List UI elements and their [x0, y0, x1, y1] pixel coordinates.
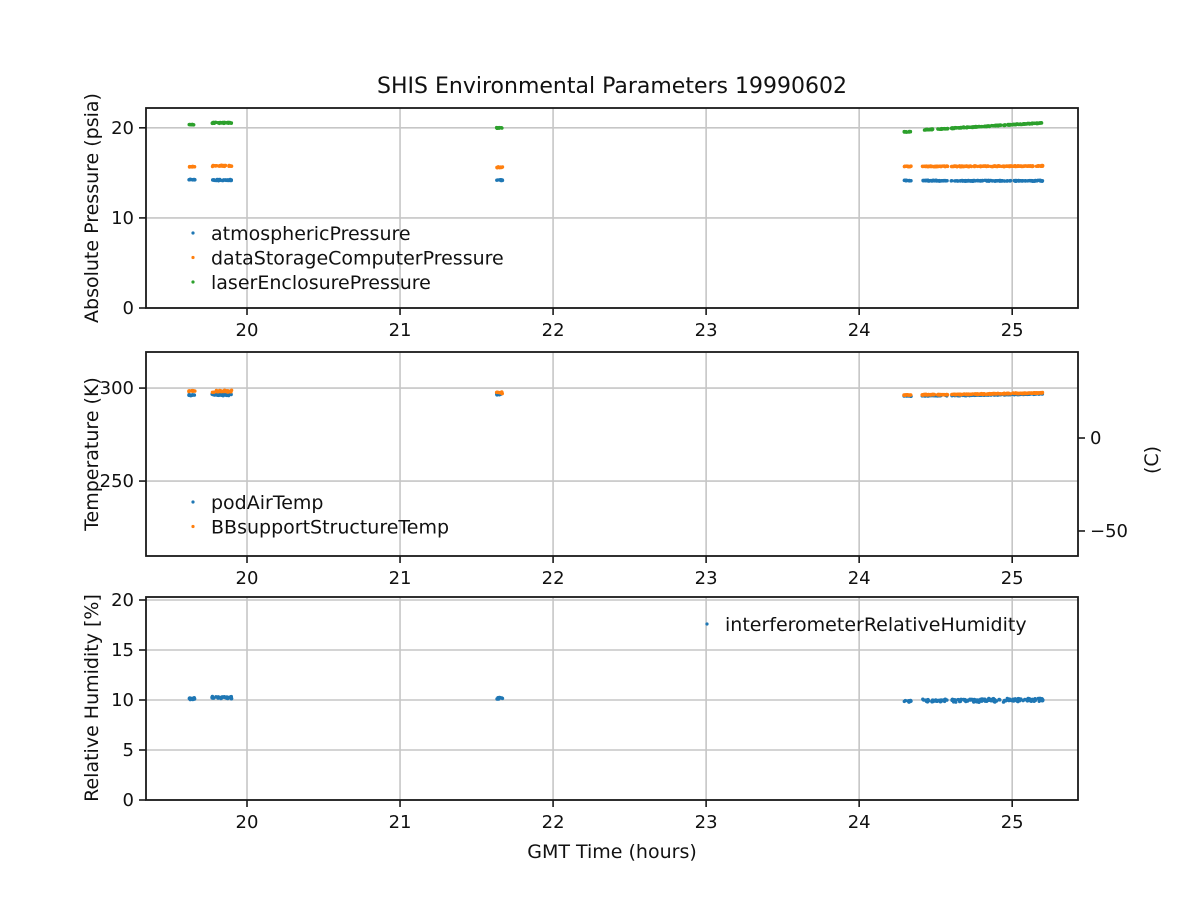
- x-tick-label: 23: [695, 320, 718, 341]
- series-BBsupportStructureTemp: [187, 388, 1045, 397]
- legend-label-podAirTemp: podAirTemp: [211, 492, 323, 514]
- y-tick-label: 20: [111, 118, 134, 139]
- gridlines: [146, 352, 1078, 556]
- legend: podAirTemp BBsupportStructureTemp: [191, 492, 449, 539]
- tick-labels: 20 21 22 23 24 25 0 5 10 15 20: [111, 590, 1024, 833]
- x-tick-label: 25: [1001, 320, 1024, 341]
- axes-spines: [145, 107, 1079, 309]
- x-axis-label: GMT Time (hours): [527, 841, 697, 863]
- series-interferometerRelativeHumidity: [187, 694, 1045, 704]
- legend-label-atmosphericPressure: atmosphericPressure: [211, 223, 411, 245]
- series-podAirTemp: [187, 391, 1045, 398]
- tick-labels: 20 21 22 23 24 25 250 300 0 −50: [100, 378, 1128, 589]
- axes-spines: [145, 596, 1079, 801]
- y-axis-label-humidity: Relative Humidity [%]: [81, 594, 103, 802]
- ticks: [139, 599, 1013, 807]
- legend-marker-icon: [191, 255, 195, 260]
- legend-marker-icon: [191, 500, 195, 504]
- legend-label-interferometerRelativeHumidity: interferometerRelativeHumidity: [725, 614, 1027, 636]
- x-tick-label: 22: [542, 812, 565, 833]
- x-tick-label: 25: [1001, 568, 1024, 589]
- y-tick-label: 20: [111, 590, 134, 611]
- x-tick-label: 20: [236, 568, 259, 589]
- x-tick-label: 22: [542, 320, 565, 341]
- right-tick-label: −50: [1090, 521, 1128, 542]
- y-axis-label-temperature: Temperature (K): [81, 377, 103, 531]
- legend: interferometerRelativeHumidity: [705, 614, 1027, 636]
- x-tick-label: 21: [389, 320, 412, 341]
- subplot-1: 20 21 22 23 24 25 250 300 0 −50 podAirTemp BBsuppor…: [100, 351, 1128, 589]
- x-tick-label: 25: [1001, 812, 1024, 833]
- legend-marker-icon: [191, 524, 195, 529]
- legend-label-BBsupportStructureTemp: BBsupportStructureTemp: [211, 517, 449, 539]
- y-tick-label: 300: [100, 378, 134, 399]
- tick-labels: 20 21 22 23 24 25 0 10 20: [111, 118, 1024, 341]
- y-tick-label: 0: [123, 298, 134, 319]
- x-tick-label: 23: [695, 568, 718, 589]
- series-atmosphericPressure: [187, 177, 1045, 183]
- legend-label-dataStorageComputerPressure: dataStorageComputerPressure: [211, 248, 504, 270]
- subplot-0: 20 21 22 23 24 25 0 10 20 atmosphericPressure data…: [111, 107, 1079, 341]
- x-tick-label: 23: [695, 812, 718, 833]
- ticks: [139, 127, 1013, 315]
- axes-spines: [145, 351, 1079, 557]
- x-tick-label: 24: [848, 812, 871, 833]
- right-tick-label: 0: [1090, 428, 1101, 449]
- series-laserEnclosurePressure: [187, 120, 1044, 134]
- x-tick-label: 22: [542, 568, 565, 589]
- legend: atmosphericPressure dataStorageComputerPr…: [191, 223, 504, 294]
- y-tick-label: 5: [123, 740, 134, 761]
- y-tick-label: 250: [100, 471, 134, 492]
- y-axis-label-pressure: Absolute Pressure (psia): [81, 93, 103, 323]
- legend-label-laserEnclosurePressure: laserEnclosurePressure: [211, 272, 431, 294]
- x-tick-label: 21: [389, 812, 412, 833]
- y-tick-label: 10: [111, 208, 134, 229]
- x-tick-label: 20: [236, 812, 259, 833]
- ticks: [139, 387, 1085, 563]
- y-tick-label: 10: [111, 690, 134, 711]
- subplot-2: 20 21 22 23 24 25 0 5 10 15 20 interferometerRelati…: [111, 590, 1079, 833]
- y-tick-label: 0: [123, 790, 134, 811]
- x-tick-label: 21: [389, 568, 412, 589]
- right-axis-label-celsius: (C): [1141, 445, 1163, 475]
- x-tick-label: 20: [236, 320, 259, 341]
- legend-marker-icon: [191, 280, 195, 284]
- series-dataStorageComputerPressure: [187, 163, 1045, 170]
- legend-marker-icon: [191, 231, 195, 235]
- x-tick-label: 24: [848, 568, 871, 589]
- figure-title: SHIS Environmental Parameters 19990602: [377, 74, 847, 99]
- legend-marker-icon: [705, 622, 709, 626]
- y-tick-label: 15: [111, 640, 134, 661]
- x-tick-label: 24: [848, 320, 871, 341]
